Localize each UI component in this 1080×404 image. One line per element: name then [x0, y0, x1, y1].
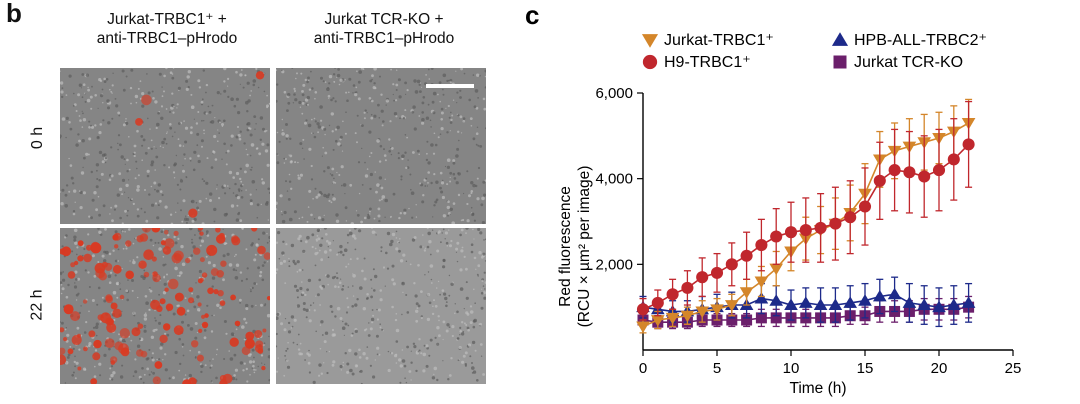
data-point [724, 300, 739, 312]
legend-label: Jurkat TCR-KO [854, 54, 963, 71]
data-point [665, 312, 680, 325]
data-point [650, 315, 665, 327]
legend-marker [642, 54, 658, 70]
data-point [829, 217, 842, 230]
data-point [651, 296, 664, 309]
legend-label: HPB-ALL-TRBC2⁺ [854, 32, 987, 49]
x-tick-label: 25 [1005, 360, 1022, 377]
legend-label: H9-TRBC1⁺ [664, 54, 751, 71]
micrograph-jurkat-trbc1-22h [60, 228, 270, 384]
row-label-22h: 22 h [28, 289, 46, 321]
data-point [770, 230, 783, 243]
col-title-line: anti-TRBC1–pHrodo [313, 30, 455, 47]
data-point [784, 298, 798, 310]
legend-label: Jurkat-TRBC1⁺ [664, 32, 774, 49]
data-point [888, 164, 901, 177]
data-point [755, 312, 767, 324]
series-hpb-all-trbc2- [636, 276, 976, 328]
data-point [636, 321, 650, 334]
data-point [918, 170, 931, 183]
data-point [887, 287, 902, 300]
data-point [932, 164, 946, 177]
x-tick-label: 5 [713, 360, 721, 377]
x-tick-label: 15 [857, 360, 874, 377]
col-title-line: Jurkat TCR-KO + [324, 11, 444, 28]
data-point [813, 298, 828, 310]
col-title-jurkat-tcr-ko: Jurkat TCR-KO + anti-TRBC1–pHrodo [269, 10, 499, 48]
data-point [740, 249, 753, 262]
data-point [666, 288, 679, 301]
data-point [947, 153, 960, 166]
series-h9-trbc1- [636, 100, 975, 321]
col-title-jurkat-trbc1: Jurkat-TRBC1⁺ + anti-TRBC1–pHrodo [52, 10, 282, 48]
row-label-0h: 0 h [29, 126, 46, 150]
data-point [739, 287, 754, 299]
data-point [681, 281, 694, 294]
data-point [710, 266, 724, 279]
x-tick-label: 0 [639, 360, 647, 377]
data-point [695, 306, 710, 319]
legend: Jurkat-TRBC1⁺ H9-TRBC1⁺ HPB-ALL-TRBC2⁺ Jurk… [641, 32, 987, 71]
data-point [680, 310, 695, 323]
micrograph-jurkat-tcr-ko-0h [276, 68, 486, 224]
col-title-line: Jurkat-TRBC1⁺ + [107, 11, 227, 28]
data-point [873, 174, 886, 187]
data-point [769, 294, 784, 306]
data-point [903, 166, 916, 179]
col-title-line: anti-TRBC1–pHrodo [96, 30, 238, 47]
data-point [726, 314, 738, 326]
y-axis-label: (RCU × µm² per image) [576, 166, 593, 328]
scale-bar [426, 84, 474, 88]
data-point [696, 271, 709, 284]
data-point [814, 221, 827, 234]
data-point [798, 296, 813, 308]
data-point [961, 296, 976, 308]
micrograph-jurkat-trbc1-0h [60, 68, 270, 224]
y-tick-label: 4,000 [595, 171, 633, 188]
legend-marker [641, 34, 659, 48]
data-point [784, 226, 798, 239]
series-layer [636, 98, 976, 334]
data-point [769, 263, 784, 276]
data-point [946, 298, 961, 310]
data-point [858, 294, 872, 306]
data-point [858, 200, 872, 213]
y-axis-label: Red fluorescence [557, 186, 574, 307]
panel-b-letter: b [6, 0, 22, 28]
x-tick-label: 20 [931, 360, 948, 377]
data-point [636, 303, 650, 316]
data-point [962, 138, 975, 151]
data-point [770, 312, 782, 324]
data-point [741, 314, 753, 326]
data-point [828, 298, 843, 310]
data-point [725, 258, 738, 271]
legend-marker [831, 32, 849, 46]
data-point [754, 292, 769, 304]
micrograph-jurkat-tcr-ko-22h [276, 228, 486, 384]
data-point [932, 300, 946, 313]
data-point [902, 296, 917, 308]
y-tick-label: 2,000 [595, 256, 633, 273]
data-point [710, 304, 724, 316]
chart-red-fluorescence: c Jurkat-TRBC1⁺H9-TRBC1⁺HPB-ALL-TRBC2⁺Ju… [525, 0, 1022, 397]
data-point [843, 296, 858, 308]
legend-marker [833, 55, 847, 69]
data-point [755, 239, 768, 252]
panel-c-letter: c [525, 0, 539, 30]
data-point [844, 211, 857, 224]
data-point [754, 276, 769, 289]
data-point [917, 298, 932, 310]
x-tick-label: 10 [783, 360, 800, 377]
x-axis-label: Time (h) [789, 380, 846, 397]
data-point [799, 224, 812, 237]
y-tick-label: 6,000 [595, 85, 633, 102]
data-point [872, 289, 887, 302]
